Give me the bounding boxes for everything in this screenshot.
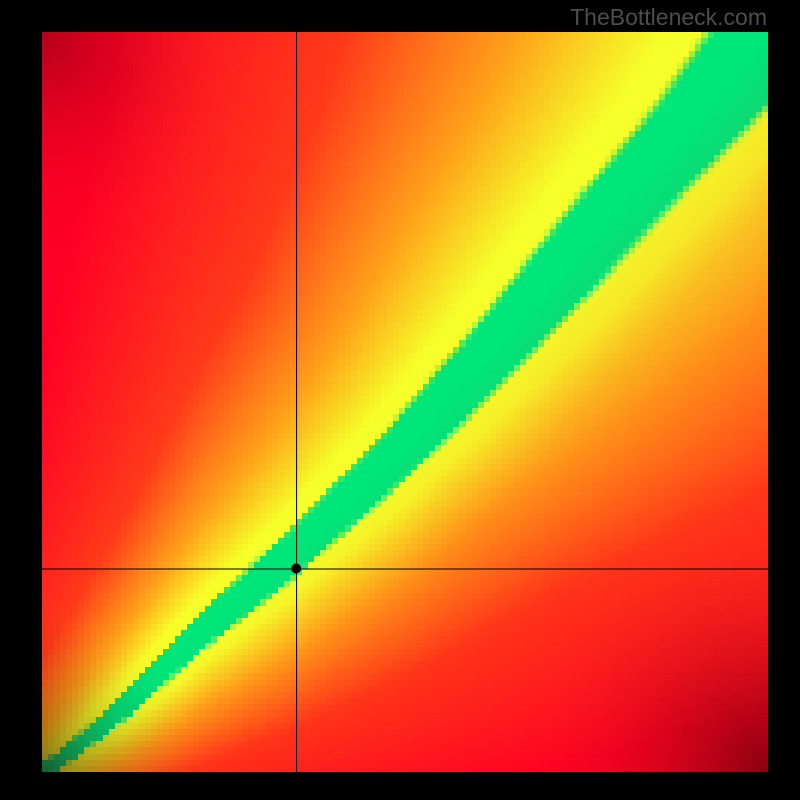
outer-frame: TheBottleneck.com xyxy=(0,0,800,800)
bottleneck-heatmap xyxy=(42,32,768,772)
watermark-text: TheBottleneck.com xyxy=(570,4,767,31)
